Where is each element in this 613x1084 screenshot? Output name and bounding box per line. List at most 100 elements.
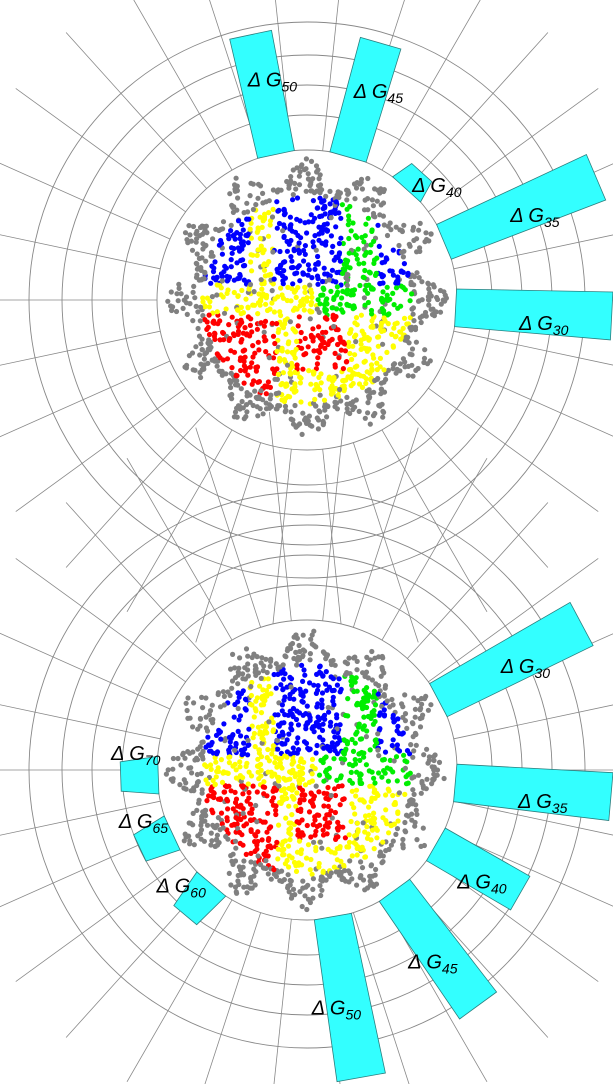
atom (165, 298, 171, 304)
atom (334, 751, 340, 757)
atom (387, 220, 393, 226)
atom (296, 862, 302, 868)
atom (254, 842, 260, 848)
atom (252, 744, 258, 750)
atom (266, 259, 272, 265)
atom (325, 824, 331, 830)
atom (362, 813, 369, 819)
atom (300, 302, 306, 308)
grid-ring (28, 491, 586, 1049)
atom (282, 275, 288, 281)
atom (286, 803, 292, 809)
atom (349, 674, 355, 680)
atom (228, 222, 234, 228)
atom (215, 765, 221, 771)
atom (308, 834, 314, 840)
atom (241, 277, 247, 283)
atom (362, 829, 368, 835)
atom (334, 284, 340, 290)
atom (390, 366, 396, 372)
atom (352, 679, 358, 685)
atom (276, 733, 282, 739)
atom (261, 280, 267, 287)
atom (356, 721, 362, 727)
spoke (0, 330, 161, 366)
atom (216, 840, 222, 846)
atom (348, 769, 354, 776)
atom (372, 780, 378, 786)
atom (235, 293, 241, 299)
atom (335, 327, 341, 333)
atom (313, 844, 319, 851)
atom (255, 769, 261, 775)
atom (211, 265, 217, 271)
atom (240, 330, 246, 336)
atom (274, 225, 280, 231)
atom (300, 270, 306, 276)
atom (328, 215, 334, 221)
atom (287, 214, 293, 220)
atom (391, 302, 397, 308)
atom (360, 820, 366, 826)
atom (289, 787, 295, 793)
atom (268, 824, 274, 830)
atom (432, 752, 438, 758)
atom (268, 403, 274, 410)
atom (433, 309, 439, 315)
atom (272, 340, 278, 347)
atom (327, 748, 333, 754)
atom (307, 680, 313, 686)
atom (173, 308, 180, 315)
atom (323, 239, 329, 245)
atom (349, 288, 355, 294)
atom (401, 752, 407, 758)
wedge (229, 29, 295, 159)
atom (318, 757, 324, 764)
atom (332, 662, 338, 668)
atom (331, 729, 337, 735)
atom (291, 328, 297, 334)
atom (395, 305, 401, 311)
atom (274, 199, 280, 205)
atom (370, 203, 376, 209)
atom (358, 341, 364, 347)
atom (407, 243, 413, 249)
atom (208, 842, 214, 848)
atom (267, 663, 273, 670)
atom (395, 723, 401, 730)
atom (278, 312, 284, 319)
atom (228, 228, 234, 234)
atom (298, 847, 305, 853)
atom (337, 737, 343, 743)
atom (251, 302, 258, 308)
atom (329, 744, 335, 750)
atom (362, 854, 368, 860)
atom (270, 719, 276, 726)
atom (296, 763, 302, 770)
atom (375, 731, 381, 737)
atom (237, 829, 243, 836)
atom (349, 853, 355, 859)
atom (321, 745, 327, 751)
atom (362, 302, 368, 308)
spoke (407, 32, 549, 189)
atom (251, 289, 257, 295)
wedge-label: Δ G30 (518, 313, 569, 337)
atom (257, 302, 263, 308)
atom (319, 887, 325, 893)
atom (358, 373, 364, 379)
atom (209, 807, 215, 813)
atom (336, 210, 342, 216)
atom (238, 367, 244, 374)
atom (310, 338, 316, 344)
atom (350, 220, 356, 226)
atom (405, 373, 411, 379)
atom (267, 396, 273, 402)
atom (364, 824, 370, 830)
atom (298, 164, 304, 170)
wedge-label: Δ G35 (517, 791, 568, 815)
atom (265, 871, 271, 877)
atom (409, 362, 415, 368)
atom (238, 257, 244, 264)
